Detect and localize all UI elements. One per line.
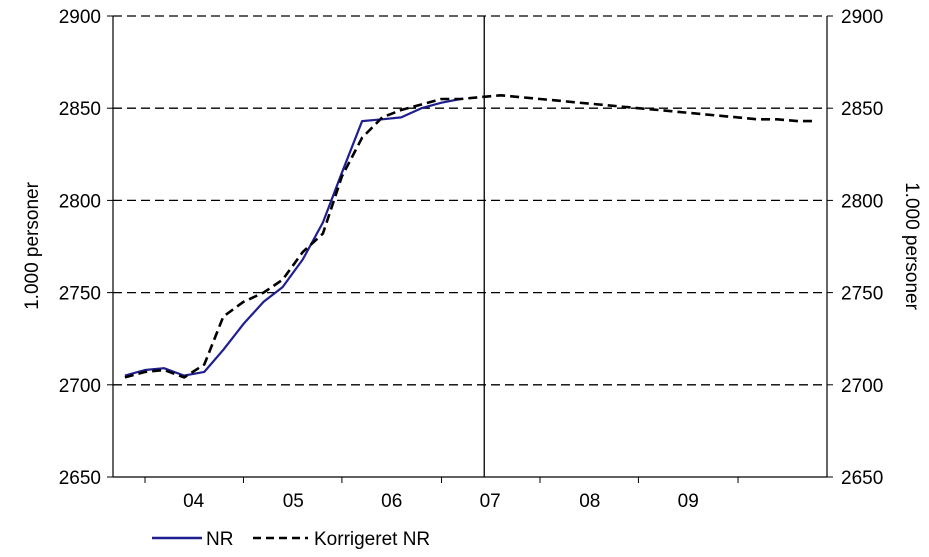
left-y-tick-label-2900: 2900 xyxy=(59,7,101,28)
left-y-tick-label-2650: 2650 xyxy=(59,468,101,489)
x-tick-label-06: 06 xyxy=(381,491,402,512)
left-axis-title: 1.000 personer xyxy=(22,181,43,309)
left-y-tick-label-2850: 2850 xyxy=(59,99,101,120)
x-tick-label-08: 08 xyxy=(579,491,600,512)
x-tick-label-07: 07 xyxy=(480,491,501,512)
x-tick-label-09: 09 xyxy=(678,491,699,512)
x-tick-label-05: 05 xyxy=(283,491,304,512)
legend-label-nr: NR xyxy=(206,529,233,550)
right-y-tick-label-2900: 2900 xyxy=(841,7,883,28)
left-y-tick-label-2800: 2800 xyxy=(59,191,101,212)
right-y-tick-label-2700: 2700 xyxy=(841,376,883,397)
right-y-tick-label-2850: 2850 xyxy=(841,99,883,120)
series-line-korrigeret-nr xyxy=(124,94,817,379)
axes xyxy=(107,15,833,483)
right-y-tick-label-2800: 2800 xyxy=(841,191,883,212)
right-y-tick-label-2750: 2750 xyxy=(841,284,883,305)
left-y-tick-label-2750: 2750 xyxy=(59,284,101,305)
tick-labels: 2650 2650 2700 2700 2750 2750 2800 2800 2850 2850… xyxy=(59,7,884,512)
series-line-nr xyxy=(124,97,461,377)
legend: NR Korrigeret NR xyxy=(152,529,430,550)
legend-label-korrigeret-nr: Korrigeret NR xyxy=(314,529,430,550)
gridlines xyxy=(113,15,827,386)
series-lines xyxy=(124,94,817,379)
x-tick-label-04: 04 xyxy=(183,491,205,512)
right-axis-title: 1.000 personer xyxy=(901,182,922,310)
left-y-tick-label-2700: 2700 xyxy=(59,376,101,397)
right-y-tick-label-2650: 2650 xyxy=(841,468,883,489)
